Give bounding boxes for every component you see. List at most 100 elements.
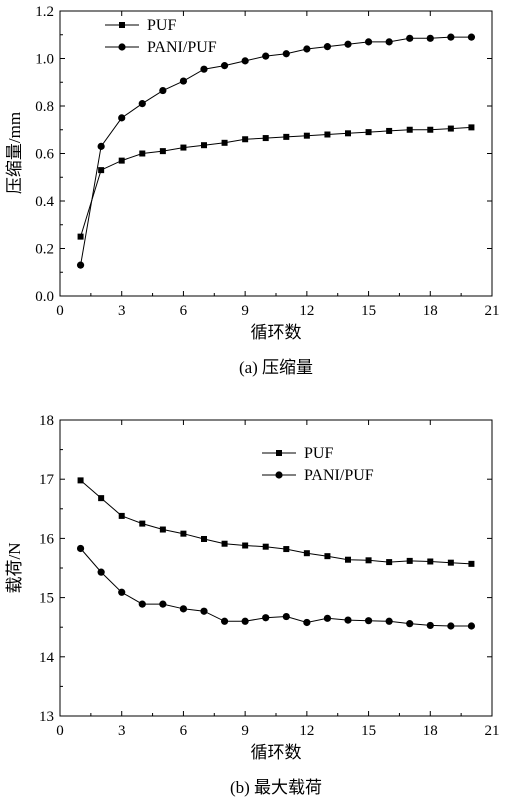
data-point bbox=[98, 167, 105, 174]
x-tick-label: 6 bbox=[180, 723, 188, 739]
x-tick-label: 3 bbox=[118, 303, 126, 319]
data-point bbox=[385, 38, 393, 46]
data-point bbox=[406, 557, 413, 564]
data-point bbox=[365, 129, 372, 136]
data-point bbox=[364, 38, 373, 46]
series-puf bbox=[77, 124, 475, 240]
x-tick-label: 12 bbox=[299, 303, 314, 319]
y-tick-label: 18 bbox=[39, 413, 54, 429]
data-point bbox=[118, 588, 126, 596]
data-point bbox=[447, 559, 454, 566]
series-line bbox=[80, 126, 472, 237]
legend-entry: PUF bbox=[105, 17, 176, 34]
legend-entry: PUF bbox=[262, 445, 333, 462]
x-tick-label: 21 bbox=[485, 303, 500, 319]
x-tick-label: 0 bbox=[56, 303, 64, 319]
legend-label: PUF bbox=[147, 17, 176, 34]
data-point bbox=[159, 526, 166, 533]
series-pani-puf bbox=[76, 33, 476, 269]
data-point bbox=[262, 135, 269, 142]
legend-label: PANI/PUF bbox=[304, 467, 374, 484]
data-point bbox=[426, 34, 434, 42]
data-point bbox=[282, 612, 290, 621]
data-point bbox=[283, 546, 290, 553]
data-point bbox=[201, 535, 207, 542]
y-tick-label: 17 bbox=[39, 472, 55, 488]
legend-label: PUF bbox=[304, 445, 333, 462]
data-point bbox=[77, 477, 84, 484]
y-axis-title: 载荷/N bbox=[5, 543, 24, 594]
y-tick-label: 0.0 bbox=[35, 289, 54, 305]
legend-marker bbox=[118, 43, 126, 51]
x-tick-label: 15 bbox=[361, 303, 376, 319]
chart-caption: (a) 压缩量 bbox=[239, 358, 313, 377]
data-point bbox=[220, 617, 229, 625]
x-tick-label: 12 bbox=[299, 723, 314, 739]
data-point bbox=[262, 614, 270, 622]
data-point bbox=[262, 543, 269, 550]
data-point bbox=[468, 560, 475, 567]
y-tick-label: 15 bbox=[39, 591, 54, 607]
data-point bbox=[242, 136, 249, 143]
data-point bbox=[303, 618, 311, 627]
series-pani-puf bbox=[76, 544, 476, 630]
data-point bbox=[179, 605, 188, 613]
data-point bbox=[220, 62, 229, 70]
data-point bbox=[241, 617, 249, 625]
x-tick-label: 3 bbox=[118, 723, 126, 739]
data-point bbox=[345, 130, 351, 137]
data-point bbox=[324, 131, 331, 138]
data-point bbox=[323, 614, 332, 622]
data-point bbox=[427, 126, 434, 133]
data-point bbox=[447, 33, 455, 41]
y-tick-label: 0.6 bbox=[35, 147, 54, 163]
data-point bbox=[159, 148, 166, 155]
data-point bbox=[406, 620, 414, 628]
x-tick-label: 0 bbox=[56, 723, 64, 739]
data-point bbox=[282, 50, 290, 58]
data-point bbox=[139, 150, 146, 157]
data-point bbox=[200, 607, 208, 615]
data-point bbox=[468, 124, 475, 131]
data-point bbox=[97, 568, 105, 576]
data-point bbox=[467, 33, 476, 41]
data-point bbox=[98, 495, 105, 502]
series-line bbox=[80, 480, 472, 565]
legend-marker bbox=[276, 450, 282, 456]
plot-frame bbox=[59, 419, 493, 717]
data-point bbox=[242, 542, 249, 549]
y-tick-label: 0.2 bbox=[35, 242, 54, 258]
x-tick-label: 18 bbox=[423, 723, 438, 739]
data-point bbox=[303, 132, 310, 139]
data-point bbox=[77, 233, 84, 240]
data-point bbox=[159, 86, 167, 95]
data-point bbox=[76, 261, 85, 269]
data-point bbox=[365, 557, 372, 564]
x-tick-label: 21 bbox=[485, 723, 500, 739]
data-point bbox=[201, 142, 207, 149]
x-tick-label: 6 bbox=[180, 303, 188, 319]
data-point bbox=[406, 126, 413, 133]
data-point bbox=[447, 622, 455, 630]
series-line bbox=[80, 548, 472, 627]
data-point bbox=[386, 559, 393, 566]
y-tick-label: 13 bbox=[39, 709, 54, 725]
data-point bbox=[386, 127, 393, 134]
data-point bbox=[97, 142, 105, 150]
data-point bbox=[138, 100, 146, 108]
legend-entry: PANI/PUF bbox=[105, 39, 217, 56]
data-point bbox=[283, 133, 290, 140]
data-point bbox=[303, 550, 310, 557]
data-point bbox=[118, 157, 125, 164]
data-point bbox=[200, 65, 208, 73]
data-point bbox=[344, 40, 352, 48]
x-tick-label: 18 bbox=[423, 303, 438, 319]
data-point bbox=[221, 139, 228, 146]
data-point bbox=[180, 530, 187, 537]
data-point bbox=[364, 617, 373, 625]
y-tick-label: 14 bbox=[39, 650, 55, 666]
data-point bbox=[159, 600, 167, 608]
y-tick-label: 1.2 bbox=[35, 4, 54, 20]
series-puf bbox=[77, 477, 475, 567]
